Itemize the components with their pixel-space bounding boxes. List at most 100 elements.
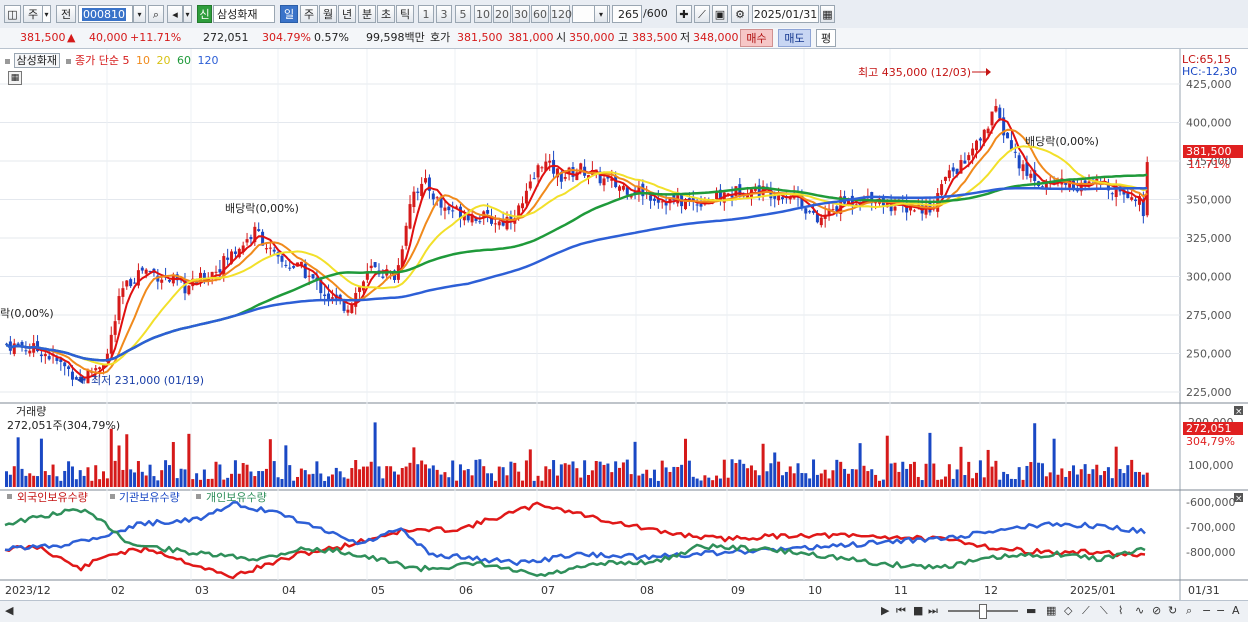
foreign-holdings-label: 외국인보유수량 [17, 491, 88, 504]
ask-price-1: 381,500 [457, 31, 503, 44]
candle-body [773, 194, 777, 199]
chart-tool-icon[interactable]: ▦ [1046, 604, 1057, 617]
volume-bar [544, 466, 548, 487]
chart-layout-icon[interactable]: ◫ [4, 5, 21, 23]
interval-120[interactable]: 120 [550, 5, 572, 23]
candle-body [59, 359, 63, 362]
candle-body [241, 245, 245, 252]
candle-body [971, 148, 975, 156]
volume-bar [377, 466, 381, 487]
volume-bar [125, 434, 129, 487]
volume-bar [1134, 471, 1138, 487]
volume-bar [579, 477, 583, 487]
zoom-slider-handle[interactable] [979, 604, 987, 619]
prev-button[interactable]: 전 [56, 5, 76, 23]
price-chart-area[interactable]: 425,000 400,000 375,000 350,000 325,000 300,0… [0, 49, 1248, 601]
volume-bar [1106, 467, 1110, 487]
candle-body [257, 229, 261, 232]
scroll-left-icon[interactable]: ◀ [5, 604, 14, 617]
rewind-icon[interactable]: ⏮ [896, 604, 906, 617]
volume-bar [164, 460, 168, 487]
candle-body [854, 204, 858, 206]
chart-tool-icon[interactable]: ◇ [1064, 604, 1073, 617]
scroll-right-icon[interactable]: ▶ [881, 604, 890, 617]
chart-tool-icon[interactable]: ⟋ [1082, 604, 1090, 617]
volume-bar [5, 471, 8, 487]
interval-1[interactable]: 1 [418, 5, 434, 23]
interval-20[interactable]: 20 [493, 5, 511, 23]
open-price: 350,000 [569, 31, 615, 44]
font-size-icon[interactable]: A [1232, 604, 1240, 617]
close-icon[interactable]: × [1235, 494, 1243, 504]
candle-body [191, 278, 195, 287]
chart-tool-icon[interactable]: ∿ [1135, 604, 1145, 617]
volume-bar [416, 464, 420, 487]
minimize-icon[interactable]: − [1216, 604, 1226, 617]
code-dropdown-icon[interactable]: ▾ [133, 5, 146, 23]
refresh-icon[interactable]: ↻ [1168, 604, 1178, 617]
candle-body [1087, 181, 1091, 183]
interval-3[interactable]: 3 [436, 5, 452, 23]
chart-tool-icon[interactable]: ⟍ [1100, 604, 1108, 617]
calendar-icon[interactable]: ▦ [820, 5, 835, 23]
stop-icon[interactable]: ■ [913, 604, 924, 617]
close-icon[interactable]: × [1235, 407, 1243, 417]
stock-code-input[interactable]: 000810 [78, 5, 133, 23]
volume-bar [866, 471, 870, 487]
timeframe-0[interactable]: 일 [280, 5, 298, 23]
volume-bar [1095, 464, 1099, 487]
zoom-in-icon[interactable]: ⌕ [1186, 604, 1193, 617]
sell-button[interactable]: 매도 [778, 29, 811, 47]
volume-bar [1006, 474, 1010, 487]
interval-10[interactable]: 10 [474, 5, 492, 23]
interval-30[interactable]: 30 [512, 5, 530, 23]
count-input[interactable]: 265 [612, 5, 642, 23]
buy-button[interactable]: 매수 [740, 29, 773, 47]
candle-body [769, 189, 773, 199]
timeframe-1[interactable]: 주 [300, 5, 318, 23]
speaker-icon[interactable]: ◂ [167, 5, 183, 23]
candle-body [74, 377, 78, 380]
date-input[interactable]: 2025/01/31 [752, 5, 819, 23]
candle-body [462, 215, 466, 221]
interval-60[interactable]: 60 [531, 5, 549, 23]
speaker-dropdown-icon[interactable]: ▾ [183, 5, 192, 23]
volume-bar [536, 475, 540, 487]
chart-tool-icon[interactable]: ▬ [1026, 604, 1037, 617]
chart-tool-icon[interactable]: ⊘ [1152, 604, 1162, 617]
volume-bar [672, 466, 676, 487]
candle-body [656, 198, 660, 203]
period-dropdown-icon[interactable]: ▾ [43, 5, 51, 23]
volume-bar [1056, 474, 1060, 487]
draw-tool-icon[interactable]: ⟋ [694, 5, 710, 23]
eval-button[interactable]: 평 [816, 29, 836, 47]
zoom-out-icon[interactable]: − [1202, 604, 1212, 617]
volume-bar [978, 460, 982, 487]
chart-tool-icon[interactable]: ⌇ [1118, 604, 1124, 617]
candle-body [579, 163, 583, 171]
settings-icon[interactable]: ⚙ [731, 5, 749, 23]
interval-dropdown-icon[interactable]: ▾ [594, 5, 608, 23]
interval-5[interactable]: 5 [455, 5, 471, 23]
candle-body [718, 189, 722, 200]
candle-body [486, 210, 490, 214]
candle-body [327, 293, 331, 300]
timeframe-6[interactable]: 틱 [396, 5, 414, 23]
candle-body [994, 106, 998, 112]
volume-bar [982, 477, 986, 487]
volume-bar [1044, 476, 1048, 487]
search-icon[interactable]: ⌕ [148, 5, 164, 23]
save-icon[interactable]: ▣ [712, 5, 728, 23]
fast-forward-icon[interactable]: ⏭ [928, 604, 938, 617]
period-select[interactable]: 주 [23, 5, 43, 23]
candle-body [136, 270, 140, 286]
volume-bar [796, 463, 800, 487]
grid-table-icon[interactable]: ▦ [8, 71, 22, 85]
timeframe-5[interactable]: 초 [377, 5, 395, 23]
timeframe-4[interactable]: 분 [358, 5, 376, 23]
volume-bar [1141, 474, 1145, 487]
timeframe-3[interactable]: 년 [338, 5, 356, 23]
candle-body [67, 366, 71, 370]
timeframe-2[interactable]: 월 [319, 5, 337, 23]
crosshair-icon[interactable]: ✚ [676, 5, 692, 23]
